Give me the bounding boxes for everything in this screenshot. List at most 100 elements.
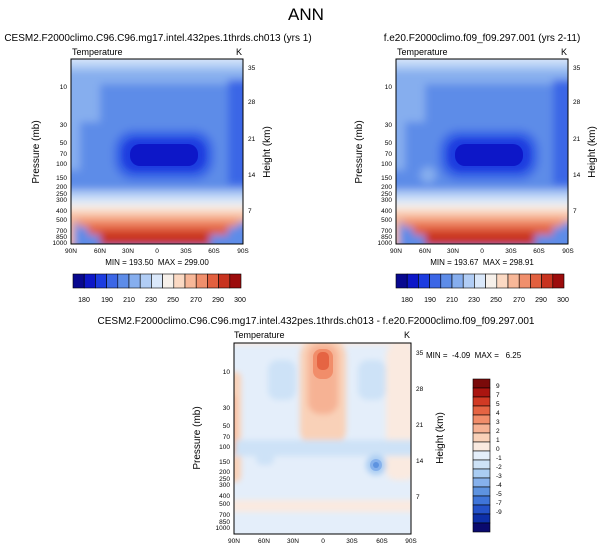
y-tick: 1000	[216, 525, 231, 532]
colorbar-swatch	[472, 459, 491, 470]
colorbar-label: 290	[212, 297, 224, 304]
colorbar-label: -4	[496, 482, 502, 489]
colorbar-swatch	[462, 273, 475, 289]
colorbar-swatch	[395, 273, 408, 289]
colorbar-swatch	[552, 273, 565, 289]
panel-1-field	[71, 59, 243, 244]
y-tick: 50	[223, 423, 231, 430]
panel-1-ylabel: Pressure (mb)	[31, 120, 42, 183]
panel-2-subtitle: f.e20.F2000climo.f09_f09.297.001 (yrs 2-…	[384, 33, 581, 44]
panel-2-units: K	[561, 47, 567, 57]
panel-3-y-ticks: 10 30 50 70 100 150 200 250 300 400 500 …	[216, 369, 231, 532]
colorbar-swatch	[429, 273, 442, 289]
colorbar-swatch	[173, 273, 186, 289]
x-tick: 30N	[122, 248, 134, 255]
colorbar-label: 300	[234, 297, 246, 304]
panel-3-units: K	[404, 330, 410, 340]
y-tick-right: 28	[416, 386, 424, 393]
x-tick: 90S	[562, 248, 574, 255]
panel-2-field	[396, 59, 568, 244]
colorbar-swatch	[229, 273, 242, 289]
colorbar-label: 1	[496, 437, 500, 444]
colorbar-swatch	[162, 273, 175, 289]
y-tick: 1000	[378, 240, 393, 247]
colorbar-label: -7	[496, 500, 502, 507]
panel-2-frame	[395, 58, 569, 245]
x-tick: 30N	[447, 248, 459, 255]
panel-3-subtitle: CESM2.F2000climo.C96.C96.mg17.intel.432p…	[98, 316, 535, 327]
x-tick: 30S	[505, 248, 517, 255]
colorbar-label: 300	[557, 297, 569, 304]
panel-3-frame	[233, 342, 412, 535]
colorbar-label: 9	[496, 383, 500, 390]
y-tick: 70	[223, 434, 231, 441]
colorbar-label: 270	[190, 297, 202, 304]
y-tick: 850	[56, 234, 67, 241]
colorbar-swatch	[472, 414, 491, 425]
x-tick: 60N	[419, 248, 431, 255]
colorbar-swatch	[474, 273, 486, 289]
y-tick: 150	[56, 175, 67, 182]
panel-2-y-ticks-right: 35 28 21 14 7	[573, 65, 581, 215]
panel-3-colorbar-labels: 9 7 5 4 3 2 1 0 -1 -2 -3 -4 -5 -7 -9	[496, 383, 502, 516]
colorbar-swatch	[541, 273, 554, 289]
panel-2-colorbar-labels: 180 190 210 230 250 270 290 300	[401, 297, 569, 304]
colorbar-swatch	[507, 273, 520, 289]
x-tick: 90N	[228, 538, 240, 545]
panel-2-colorbar	[395, 273, 565, 289]
y-tick: 250	[219, 476, 230, 483]
colorbar-label: 270	[513, 297, 525, 304]
panel-3-x-ticks: 90N 60N 30N 0 30S 60S 90S	[228, 538, 417, 545]
y-tick-right: 28	[573, 99, 581, 106]
y-tick: 400	[381, 208, 392, 215]
y-tick: 850	[219, 519, 230, 526]
colorbar-label: -2	[496, 464, 502, 471]
colorbar-label: 230	[468, 297, 480, 304]
y-tick: 300	[56, 197, 67, 204]
y-tick: 10	[385, 84, 393, 91]
colorbar-label: 180	[78, 297, 90, 304]
y-tick: 50	[385, 140, 393, 147]
y-tick-right: 7	[248, 208, 252, 215]
y-tick: 400	[219, 493, 230, 500]
panel-2-x-ticks: 90N 60N 30N 0 30S 60S 90S	[390, 248, 574, 255]
y-tick: 100	[219, 444, 230, 451]
panel-2: f.e20.F2000climo.f09_f09.297.001 (yrs 2-…	[354, 33, 598, 304]
colorbar-swatch	[151, 273, 163, 289]
panel-1-colorbar-labels: 180 190 210 230 250 270 290 300	[78, 297, 246, 304]
x-tick: 30N	[287, 538, 299, 545]
colorbar-swatch	[472, 486, 491, 497]
x-tick: 60N	[258, 538, 270, 545]
colorbar-swatch	[518, 273, 531, 289]
panel-1-ylabel-right: Height (km)	[262, 126, 273, 178]
colorbar-label: 210	[446, 297, 458, 304]
y-tick: 50	[60, 140, 68, 147]
panel-1-frame	[70, 58, 244, 245]
colorbar-label: 2	[496, 428, 500, 435]
panel-1-units: K	[236, 47, 242, 57]
colorbar-swatch	[440, 273, 453, 289]
x-tick: 90N	[65, 248, 77, 255]
y-tick: 10	[223, 369, 231, 376]
colorbar-swatch	[95, 273, 107, 289]
y-tick: 700	[219, 512, 230, 519]
y-tick: 70	[60, 151, 68, 158]
colorbar-swatch	[72, 273, 85, 289]
panel-3: CESM2.F2000climo.C96.C96.mg17.intel.432p…	[98, 316, 535, 545]
panel-1-variable: Temperature	[72, 47, 123, 57]
y-tick: 200	[56, 184, 67, 191]
y-tick: 10	[60, 84, 68, 91]
panel-3-y-ticks-right: 35 28 21 14 7	[416, 350, 424, 501]
panel-3-colorbar	[472, 378, 491, 533]
colorbar-swatch	[472, 513, 491, 524]
colorbar-swatch	[530, 273, 542, 289]
colorbar-label: 230	[145, 297, 157, 304]
y-tick-right: 35	[248, 65, 256, 72]
panel-3-ylabel: Pressure (mb)	[192, 406, 203, 469]
y-tick: 500	[381, 217, 392, 224]
colorbar-swatch	[472, 423, 491, 434]
x-tick: 0	[155, 248, 159, 255]
colorbar-label: 190	[101, 297, 113, 304]
colorbar-swatch	[472, 405, 491, 416]
y-tick: 250	[56, 191, 67, 198]
